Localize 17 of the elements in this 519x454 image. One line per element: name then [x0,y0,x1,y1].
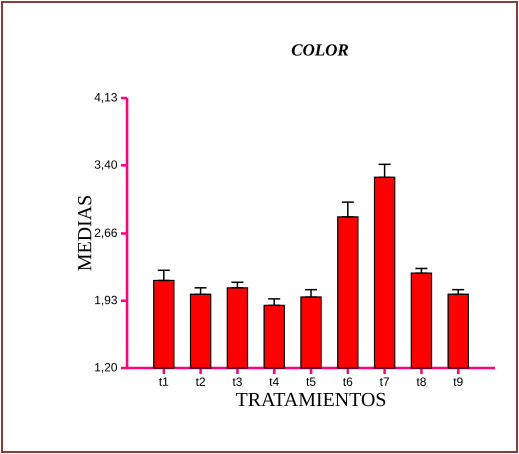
y-tick-label: 3,40 [94,160,118,170]
x-tick-label: t3 [232,378,242,386]
x-tick-label: t5 [306,378,316,386]
x-tick-label: t2 [196,378,205,386]
x-axis-title: TRATAMIENTOS [236,392,386,406]
y-tick-label: 2,66 [94,228,117,238]
y-axis-title: MEDIAS [78,196,92,271]
y-tick-label: 1,93 [95,296,117,306]
x-tick-label: t8 [416,378,426,386]
y-tick-label: 4,13 [94,93,117,103]
x-tick-label: t9 [453,378,463,386]
x-tick-label: t4 [269,378,279,386]
chart-title: COLOR [292,44,348,56]
x-tick-label: t6 [343,378,352,386]
x-tick-label: t1 [159,378,168,386]
x-tick-label: t7 [380,378,389,386]
y-tick-label: 1,20 [95,363,118,373]
